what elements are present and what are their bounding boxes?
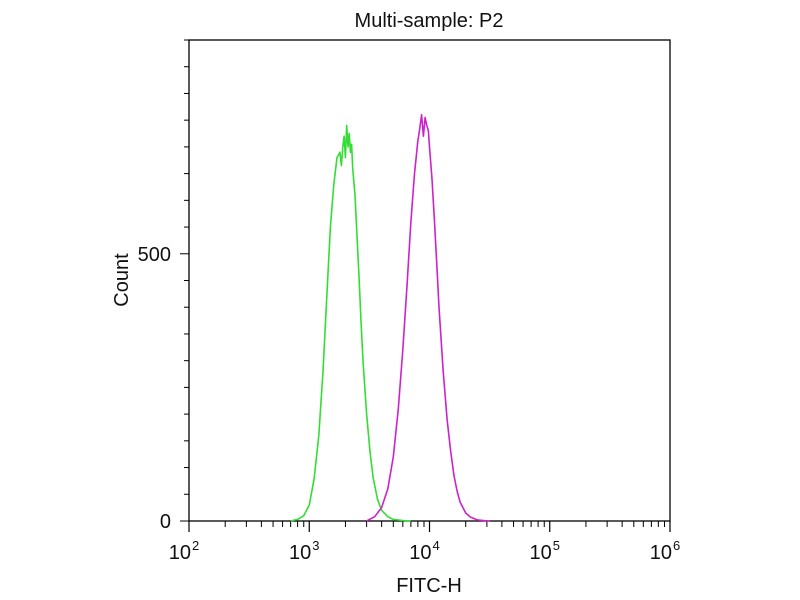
plot-frame: [188, 39, 671, 522]
x-tick-base: 10: [530, 542, 552, 564]
x-tick-exponent: 6: [673, 538, 680, 553]
x-tick-base: 10: [169, 542, 191, 564]
x-tick-label: 104: [409, 538, 439, 564]
chart-title: Multi-sample: P2: [355, 10, 504, 32]
y-tick-label: 0: [160, 511, 171, 533]
x-tick-base: 10: [650, 542, 672, 564]
y-axis-ticks: 0 500: [138, 39, 189, 533]
histogram-series-1: [290, 124, 411, 522]
x-tick-exponent: 5: [553, 538, 560, 553]
x-tick-exponent: 4: [433, 538, 440, 553]
x-tick-label: 102: [169, 538, 199, 564]
x-tick-exponent: 3: [312, 538, 319, 553]
y-tick-label: 500: [138, 244, 171, 266]
series-group: [290, 114, 491, 522]
histogram-series-2: [366, 114, 491, 522]
x-axis-ticks: 102 103 104 105 106: [169, 521, 680, 564]
x-tick-label: 103: [289, 538, 319, 564]
x-tick-base: 10: [409, 542, 431, 564]
x-tick-base: 10: [289, 542, 311, 564]
x-tick-exponent: 2: [192, 538, 199, 553]
y-axis-label: Count: [111, 253, 133, 307]
x-tick-label: 106: [650, 538, 680, 564]
x-tick-label: 105: [530, 538, 560, 564]
x-axis-label: FITC-H: [396, 575, 462, 597]
